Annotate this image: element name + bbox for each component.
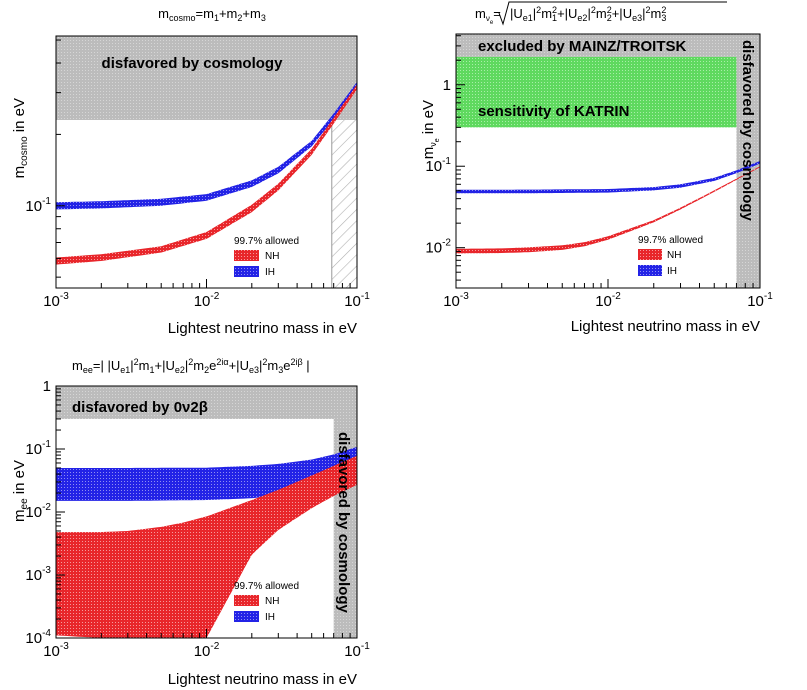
region-label-ee-cosmology: disfavored by cosmology xyxy=(335,432,352,614)
legend-beta-ih-label: IH xyxy=(667,266,677,277)
xtick-label-cosmo-2: 10-1 xyxy=(344,291,370,310)
region-label-cosmology: disfavored by cosmology xyxy=(102,55,284,72)
legend-cosmo-ih-swatch xyxy=(234,266,259,277)
band-ee-nh xyxy=(56,455,357,638)
panel-cosmo-xlabel: Lightest neutrino mass in eV xyxy=(168,320,357,337)
xtick-label-beta-0: 10-3 xyxy=(443,291,469,310)
region-beta-gray-0 xyxy=(456,34,760,57)
ytick-label-ee-0: 10-4 xyxy=(25,628,51,647)
panel-ee-title: mee=| |Ue1|2m1+|Ue2|2m2e2iα+|Ue3|2m3e2iβ… xyxy=(72,357,310,375)
region-label-katrin: sensitivity of KATRIN xyxy=(478,103,629,120)
panel-beta-title: mνe= xyxy=(475,6,501,26)
legend-ee-nh-label: NH xyxy=(265,596,279,607)
panel-ee-xlabel: Lightest neutrino mass in eV xyxy=(168,671,357,688)
legend-beta-title: 99.7% allowed xyxy=(638,235,703,246)
panel-beta: mνe= |Ue1|2m2 1+|Ue2|2m2 2+|Ue3|2m2 3 10-3 1… xyxy=(420,1,773,335)
panel-cosmo-ylabel: mcosmo in eV xyxy=(11,98,30,178)
ytick-label-ee-2: 10-2 xyxy=(25,502,51,521)
region-cosmo-gray-0 xyxy=(56,36,357,121)
region-ee-gray-0 xyxy=(56,386,357,419)
legend-ee: 99.7% allowed NH IH xyxy=(234,581,299,623)
panel-ee-ylabel: mee in eV xyxy=(11,460,30,522)
legend-ee-ih-label: IH xyxy=(265,612,275,623)
legend-beta-nh-swatch xyxy=(638,249,662,260)
band-ee-ih xyxy=(56,446,357,501)
xtick-label-beta-1: 10-2 xyxy=(595,291,621,310)
legend-cosmo: 99.7% allowed NH IH xyxy=(234,236,299,278)
region-beta-green-1 xyxy=(456,56,737,128)
ytick-label-beta-0: 10-2 xyxy=(425,238,451,257)
ytick-label-beta-2: 1 xyxy=(443,77,451,94)
xtick-label-ee-1: 10-2 xyxy=(194,641,220,660)
xtick-label-cosmo-1: 10-2 xyxy=(194,291,220,310)
panel-beta-xlabel: Lightest neutrino mass in eV xyxy=(571,318,760,335)
xtick-label-ee-2: 10-1 xyxy=(344,641,370,660)
panel-beta-title-sqrt xyxy=(498,1,727,26)
region-label-mainz-troitsk: excluded by MAINZ/TROITSK xyxy=(478,38,687,55)
region-cosmo-hatch-1 xyxy=(331,120,357,288)
legend-ee-title: 99.7% allowed xyxy=(234,581,299,592)
band-beta-ih xyxy=(456,161,760,194)
panel-beta-ylabel: mνe in eV xyxy=(420,100,441,159)
panel-beta-title-body: |Ue1|2m2 1+|Ue2|2m2 2+|Ue3|2m2 3 xyxy=(510,5,666,23)
xtick-label-beta-2: 10-1 xyxy=(747,291,773,310)
legend-cosmo-title: 99.7% allowed xyxy=(234,236,299,247)
ytick-label-ee-4: 1 xyxy=(43,378,51,395)
panel-cosmo: mcosmo=m1+m2+m3 10-3 10-2 10-1 10-1 mcosmo … xyxy=(11,6,370,337)
legend-cosmo-nh-swatch xyxy=(234,250,259,261)
legend-beta: 99.7% allowed NH IH xyxy=(638,235,703,277)
legend-ee-nh-swatch xyxy=(234,595,259,606)
region-label-beta-cosmology: disfavored by cosmology xyxy=(739,40,756,222)
region-label-0nu2beta: disfavored by 0ν2β xyxy=(72,399,208,416)
ytick-label-beta-1: 10-1 xyxy=(425,156,451,175)
legend-cosmo-ih-label: IH xyxy=(265,267,275,278)
xtick-label-ee-0: 10-3 xyxy=(43,641,69,660)
ytick-label-ee-3: 10-1 xyxy=(25,439,51,458)
xtick-label-cosmo-0: 10-3 xyxy=(43,291,69,310)
region-beta-gray_vertical-2 xyxy=(736,34,760,288)
ytick-label-ee-1: 10-3 xyxy=(25,565,51,584)
legend-beta-nh-label: NH xyxy=(667,250,681,261)
legend-beta-ih-swatch xyxy=(638,265,662,276)
panel-ee: mee=| |Ue1|2m1+|Ue2|2m2e2iα+|Ue3|2m3e2iβ… xyxy=(11,357,370,688)
panel-cosmo-title: mcosmo=m1+m2+m3 xyxy=(158,6,266,23)
legend-ee-ih-swatch xyxy=(234,611,259,622)
legend-cosmo-nh-label: NH xyxy=(265,251,279,262)
ytick-label-cosmo-0: 10-1 xyxy=(25,196,51,215)
